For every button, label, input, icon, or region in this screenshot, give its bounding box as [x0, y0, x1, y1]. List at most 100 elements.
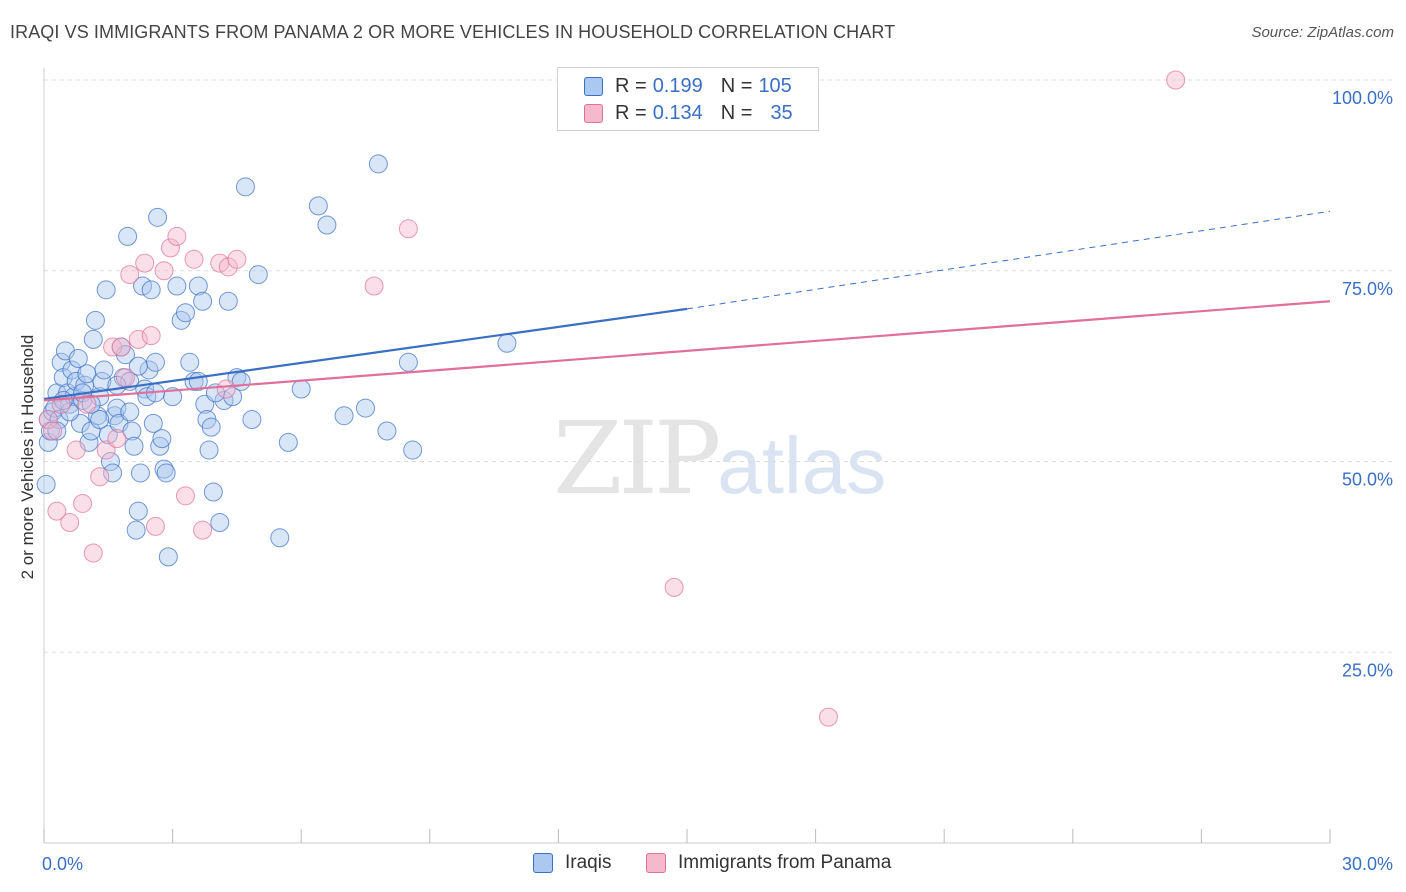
n-value: 105	[758, 74, 792, 97]
data-point-iraqis	[203, 482, 223, 502]
data-point-panama	[60, 513, 80, 533]
data-point-iraqis	[201, 417, 221, 437]
data-point-panama	[160, 238, 180, 258]
blue-swatch	[584, 76, 603, 96]
chart-title: IRAQI VS IMMIGRANTS FROM PANAMA 2 OR MOR…	[10, 22, 896, 42]
data-point-iraqis	[218, 291, 238, 311]
r-value: 0.134	[652, 101, 703, 124]
data-point-iraqis	[248, 265, 268, 285]
data-point-iraqis	[175, 303, 195, 323]
data-point-iraqis	[122, 421, 142, 441]
data-point-iraqis	[242, 410, 262, 430]
data-point-iraqis	[317, 215, 337, 235]
data-point-panama	[115, 368, 135, 388]
data-point-panama	[227, 249, 247, 269]
data-point-iraqis	[278, 432, 298, 452]
data-point-iraqis	[150, 436, 170, 456]
data-point-iraqis	[158, 547, 178, 567]
data-point-iraqis	[167, 276, 187, 296]
trend-line-iraqis	[43, 307, 688, 401]
data-point-iraqis	[180, 352, 200, 372]
data-point-iraqis	[291, 379, 311, 399]
data-point-iraqis	[124, 436, 144, 456]
source-credit: Source: ZipAtlas.com	[1251, 24, 1394, 41]
data-point-iraqis	[107, 398, 127, 418]
legend-row-iraqis: R = 0.199 N = 105	[584, 73, 792, 99]
pink-swatch	[584, 103, 603, 123]
r-label: R =	[615, 101, 647, 124]
data-point-panama	[398, 219, 418, 239]
x-tick-label: 30.0%	[1342, 854, 1393, 874]
data-point-iraqis	[143, 413, 163, 433]
data-point-panama	[73, 493, 93, 513]
data-point-iraqis	[36, 474, 56, 494]
data-point-panama	[193, 520, 213, 540]
n-label: N =	[720, 74, 753, 97]
data-point-iraqis	[85, 310, 105, 330]
data-point-iraqis	[141, 280, 161, 300]
data-point-iraqis	[81, 394, 101, 414]
data-point-iraqis	[145, 352, 165, 372]
y-axis-label: 2 or more Vehicles in Household	[18, 334, 37, 580]
data-point-iraqis	[126, 520, 146, 540]
legend-item-panama[interactable]: Immigrants from Panama	[646, 852, 891, 874]
trend-line-extension	[686, 210, 1331, 310]
data-point-panama	[154, 261, 174, 281]
data-point-iraqis	[128, 501, 148, 521]
legend-label: Iraqis	[565, 852, 612, 873]
data-point-iraqis	[156, 463, 176, 483]
data-point-iraqis	[356, 398, 375, 418]
data-point-panama	[184, 249, 204, 269]
data-point-panama	[90, 467, 110, 487]
data-point-iraqis	[139, 360, 159, 380]
n-label: N =	[720, 101, 753, 124]
data-point-iraqis	[270, 528, 290, 548]
data-point-iraqis	[497, 333, 517, 353]
data-point-iraqis	[334, 406, 354, 426]
watermark-atlas: atlas	[717, 421, 887, 510]
data-point-iraqis	[83, 329, 103, 349]
legend-item-iraqis[interactable]: Iraqis	[533, 852, 611, 874]
n-value: 35	[770, 101, 793, 124]
data-point-iraqis	[62, 360, 82, 380]
y-tick-label: 100.0%	[1332, 88, 1393, 108]
data-point-panama	[364, 276, 384, 296]
data-point-panama	[818, 707, 838, 727]
blue-swatch	[533, 853, 553, 873]
data-point-panama	[175, 486, 195, 506]
data-point-iraqis	[120, 402, 140, 422]
data-point-iraqis	[94, 360, 114, 380]
data-point-panama	[664, 577, 684, 597]
pink-swatch	[646, 853, 666, 873]
data-point-iraqis	[148, 207, 168, 227]
y-tick-label: 25.0%	[1342, 660, 1393, 680]
data-point-iraqis	[368, 154, 388, 174]
data-point-iraqis	[398, 352, 418, 372]
data-point-panama	[83, 543, 103, 563]
data-point-panama	[141, 326, 161, 346]
data-point-panama	[77, 394, 97, 414]
data-point-iraqis	[103, 463, 123, 483]
data-point-panama	[66, 440, 86, 460]
data-point-iraqis	[68, 348, 88, 368]
y-tick-label: 50.0%	[1342, 470, 1393, 490]
data-point-iraqis	[308, 196, 328, 216]
data-point-panama	[128, 329, 148, 349]
data-point-iraqis	[128, 356, 148, 376]
data-point-panama	[145, 516, 165, 536]
data-point-panama	[111, 337, 131, 357]
data-point-iraqis	[188, 276, 208, 296]
data-point-panama	[120, 265, 140, 285]
data-point-panama	[1166, 70, 1186, 90]
data-point-iraqis	[403, 440, 423, 460]
data-point-panama	[47, 501, 67, 521]
data-point-iraqis	[199, 440, 219, 460]
data-point-iraqis	[49, 410, 69, 430]
watermark-zip: ZIP	[553, 400, 721, 517]
data-point-panama	[216, 379, 236, 399]
correlation-legend: R = 0.199 N = 105 R = 0.134 N = 35	[557, 67, 819, 131]
data-point-iraqis	[130, 463, 150, 483]
data-point-iraqis	[96, 280, 116, 300]
data-point-iraqis	[118, 226, 138, 246]
